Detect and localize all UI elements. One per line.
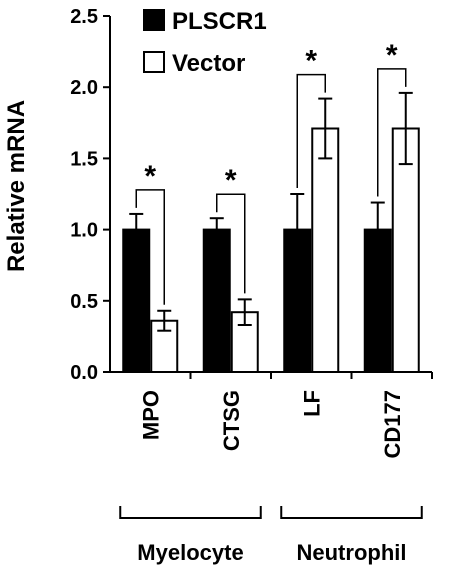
significance-marker: * bbox=[305, 45, 317, 78]
y-tick-label: 0.0 bbox=[70, 362, 98, 384]
x-tick-label: LF bbox=[299, 390, 324, 417]
y-tick-label: 2.5 bbox=[70, 6, 98, 28]
y-axis-label: Relative mRNA bbox=[3, 100, 30, 272]
group-bracket bbox=[119, 506, 262, 519]
significance-bracket bbox=[296, 73, 326, 188]
group-bracket bbox=[280, 506, 423, 519]
x-tick-label: CTSG bbox=[219, 390, 244, 451]
legend-swatch bbox=[143, 9, 165, 31]
legend-label: PLSCR1 bbox=[172, 8, 267, 35]
bar-plscr1-lf bbox=[283, 228, 312, 373]
y-tick-label: 0.5 bbox=[70, 291, 98, 313]
y-tick-label: 1.0 bbox=[70, 220, 98, 242]
bar-vector-cd177 bbox=[391, 127, 420, 373]
significance-bracket bbox=[377, 68, 407, 197]
significance-marker: * bbox=[144, 160, 156, 193]
bar-plscr1-ctsg bbox=[202, 228, 231, 373]
bar-vector-lf bbox=[311, 127, 340, 373]
x-tick-label: MPO bbox=[138, 390, 163, 440]
x-tick-label: CD177 bbox=[380, 390, 405, 458]
legend: PLSCR1 Vector bbox=[143, 8, 267, 77]
significance-marker: * bbox=[225, 164, 237, 197]
significance-marker: * bbox=[386, 39, 398, 72]
y-tick-label: 1.5 bbox=[70, 148, 98, 170]
group-label: Myelocyte bbox=[137, 540, 243, 565]
bar-plscr1-mpo bbox=[122, 228, 151, 373]
legend-swatch bbox=[143, 51, 165, 73]
bars: * * * * bbox=[122, 39, 420, 373]
axes: 0.0 0.5 1.0 1.5 2.0 2.5 MPO CTSG LF CD177 Myelocyt… bbox=[70, 6, 433, 565]
y-tick-label: 2.0 bbox=[70, 77, 98, 99]
significance-bracket bbox=[135, 189, 165, 305]
significance-bracket bbox=[216, 193, 246, 294]
group-label: Neutrophil bbox=[297, 540, 407, 565]
legend-label: Vector bbox=[172, 50, 245, 77]
